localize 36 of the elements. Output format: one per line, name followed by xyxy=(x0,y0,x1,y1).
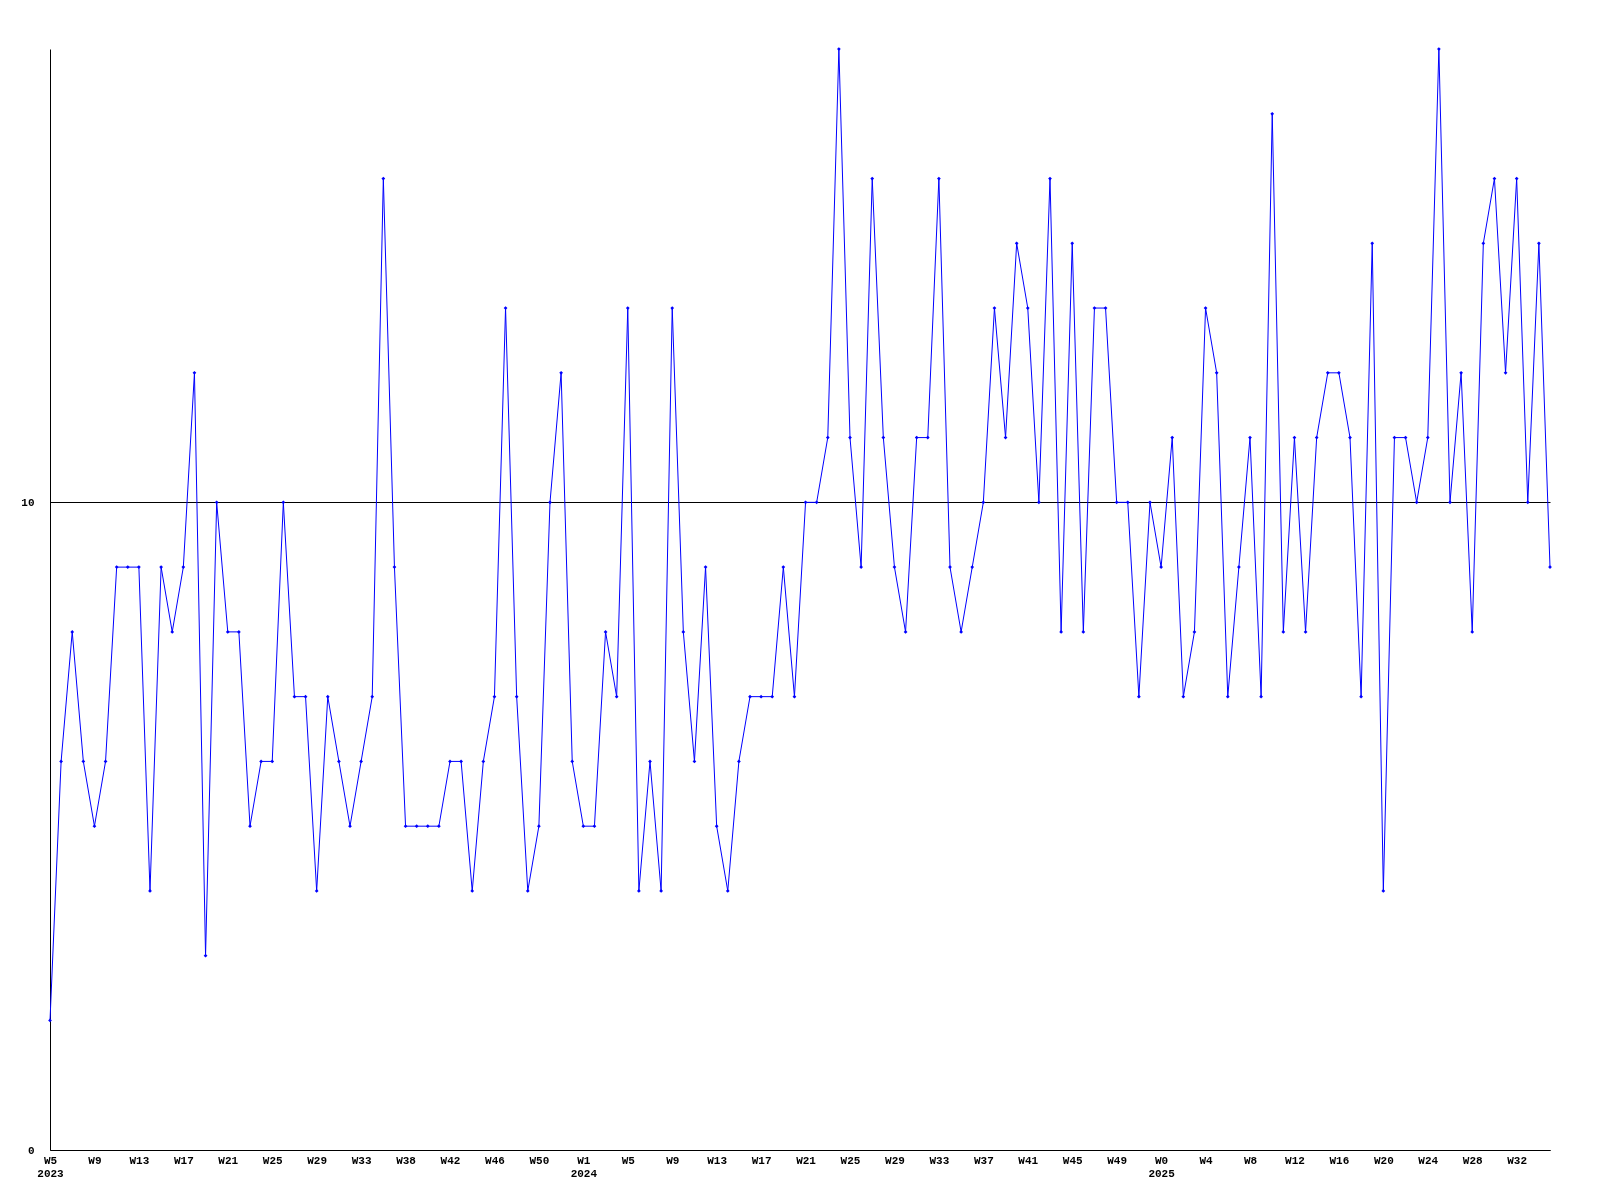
x-tick-label: W17 xyxy=(751,1154,772,1167)
x-tick-label: W4 xyxy=(1199,1154,1214,1167)
y-tick-label: 0 xyxy=(27,1144,35,1157)
x-tick-label: W21 xyxy=(218,1154,239,1167)
x-tick-label: W29 xyxy=(885,1154,905,1167)
x-tick-label: W24 xyxy=(1418,1154,1439,1167)
x-tick-label: W42 xyxy=(440,1154,461,1167)
x-tick-label: W12 xyxy=(1285,1154,1305,1167)
x-tick-label: W49 xyxy=(1107,1154,1128,1167)
x-tick-label: W33 xyxy=(351,1154,372,1167)
x-tick-label: W28 xyxy=(1462,1154,1484,1167)
x-tick-label: W20 xyxy=(1373,1154,1394,1167)
x-tick-label: W9 xyxy=(666,1154,680,1167)
x-tick-label: W13 xyxy=(707,1154,728,1167)
y-tick-label: 10 xyxy=(21,496,35,509)
x-tick-label: W9 xyxy=(88,1154,102,1167)
x-tick-label: W25 xyxy=(262,1154,284,1167)
x-tick-label: W16 xyxy=(1329,1154,1350,1167)
x-tick-label: W29 xyxy=(307,1154,328,1167)
x-tick-label: W41 xyxy=(1018,1154,1039,1167)
x-tick-label: W17 xyxy=(173,1154,194,1167)
x-tick-label: W5 2023 xyxy=(37,1154,65,1180)
x-tick-label: W50 xyxy=(529,1154,550,1167)
x-tick-label: W33 xyxy=(929,1154,950,1167)
x-tick-label: W38 xyxy=(396,1154,417,1167)
x-tick-label: W8 xyxy=(1243,1154,1258,1167)
x-tick-label: W37 xyxy=(973,1154,994,1167)
x-tick-label: W0 2025 xyxy=(1148,1154,1176,1180)
x-tick-label: W45 xyxy=(1062,1154,1084,1167)
x-tick-label: W46 xyxy=(485,1154,505,1167)
x-tick-label: W32 xyxy=(1507,1154,1528,1167)
x-tick-label: W25 xyxy=(840,1154,861,1167)
x-tick-label: W1 2024 xyxy=(570,1154,598,1180)
x-tick-label: W5 xyxy=(621,1154,636,1167)
x-tick-label: W13 xyxy=(129,1154,150,1167)
x-tick-label: W21 xyxy=(796,1154,817,1167)
